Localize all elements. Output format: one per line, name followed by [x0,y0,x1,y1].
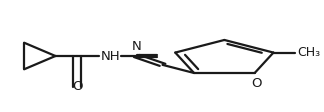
Text: N: N [132,40,142,53]
Text: CH₃: CH₃ [297,46,320,59]
Text: O: O [72,80,83,93]
Text: O: O [251,77,261,90]
Text: NH: NH [100,50,120,62]
